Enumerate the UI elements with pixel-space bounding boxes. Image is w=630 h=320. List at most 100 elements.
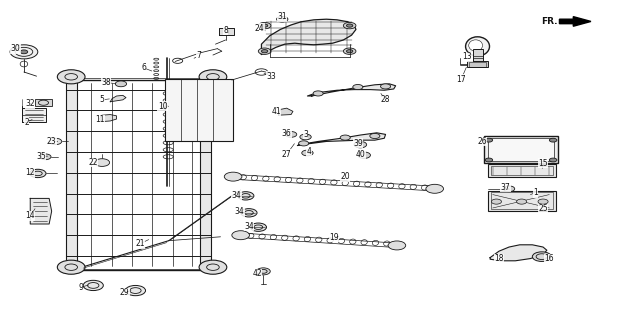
Circle shape (199, 70, 227, 84)
Bar (488, 164, 556, 177)
Text: 2: 2 (24, 118, 29, 127)
Circle shape (277, 16, 288, 22)
Circle shape (354, 141, 367, 148)
Circle shape (353, 84, 363, 90)
Polygon shape (307, 84, 396, 96)
Polygon shape (219, 28, 234, 35)
Text: 5: 5 (100, 95, 105, 104)
Ellipse shape (466, 37, 490, 56)
Polygon shape (100, 115, 117, 122)
Circle shape (94, 159, 110, 166)
Circle shape (30, 169, 46, 178)
Text: 24: 24 (255, 24, 265, 33)
Circle shape (302, 150, 313, 156)
Text: 18: 18 (494, 254, 504, 263)
Circle shape (224, 172, 242, 181)
Text: 36: 36 (282, 129, 292, 138)
Polygon shape (66, 80, 77, 269)
Polygon shape (200, 80, 211, 269)
Circle shape (358, 152, 370, 158)
Circle shape (300, 134, 311, 140)
Circle shape (57, 260, 85, 274)
Text: 13: 13 (462, 52, 472, 61)
Text: 7: 7 (196, 52, 201, 60)
Circle shape (258, 22, 271, 29)
Bar (35, 99, 52, 106)
Text: 9: 9 (78, 283, 83, 292)
Text: 30: 30 (11, 44, 21, 53)
Circle shape (313, 91, 323, 96)
Circle shape (261, 24, 268, 27)
Circle shape (549, 158, 557, 162)
Circle shape (20, 50, 28, 54)
Circle shape (261, 50, 268, 53)
Text: 19: 19 (329, 233, 339, 242)
Circle shape (485, 158, 493, 162)
Circle shape (232, 231, 249, 240)
Text: 41: 41 (271, 107, 281, 116)
Circle shape (10, 45, 38, 59)
Text: 32: 32 (25, 100, 35, 108)
Polygon shape (110, 95, 126, 102)
Text: 42: 42 (252, 269, 262, 278)
Polygon shape (297, 133, 386, 146)
Text: 34: 34 (234, 207, 244, 216)
Circle shape (258, 48, 271, 54)
Text: 26: 26 (477, 137, 487, 146)
Text: 4: 4 (306, 148, 311, 156)
Text: 21: 21 (135, 239, 145, 248)
Polygon shape (559, 17, 591, 26)
Polygon shape (278, 108, 293, 115)
Circle shape (491, 199, 501, 204)
Polygon shape (30, 198, 52, 224)
Bar (484, 136, 558, 163)
Polygon shape (161, 102, 180, 109)
Circle shape (549, 138, 557, 142)
Circle shape (250, 223, 266, 231)
Circle shape (538, 199, 548, 204)
Bar (488, 191, 556, 211)
Text: 40: 40 (355, 150, 365, 159)
Text: 12: 12 (25, 168, 35, 177)
Text: 15: 15 (538, 159, 548, 168)
Text: 10: 10 (158, 102, 168, 111)
Circle shape (343, 22, 356, 29)
Circle shape (125, 285, 146, 296)
Bar (472, 49, 483, 61)
Text: 20: 20 (340, 172, 350, 181)
Text: 29: 29 (120, 288, 130, 297)
Circle shape (299, 141, 309, 146)
Text: 37: 37 (500, 183, 510, 192)
Text: 11: 11 (94, 116, 105, 124)
Circle shape (49, 138, 62, 145)
Text: FR.: FR. (541, 17, 558, 26)
Text: 23: 23 (47, 137, 57, 146)
Bar (469, 62, 486, 67)
Circle shape (485, 138, 493, 142)
Circle shape (346, 24, 353, 27)
Bar (488, 138, 554, 161)
Text: 8: 8 (223, 26, 228, 35)
Circle shape (340, 135, 350, 140)
Circle shape (241, 209, 257, 217)
Text: 28: 28 (381, 95, 391, 104)
Text: 14: 14 (25, 212, 35, 220)
Ellipse shape (469, 40, 483, 51)
Circle shape (346, 50, 353, 53)
Circle shape (381, 84, 391, 89)
Circle shape (199, 260, 227, 274)
Text: 17: 17 (456, 75, 466, 84)
Circle shape (532, 252, 551, 261)
Circle shape (426, 184, 444, 193)
Circle shape (57, 70, 85, 84)
Text: 22: 22 (88, 158, 98, 167)
Circle shape (83, 280, 103, 291)
Text: 34: 34 (244, 222, 254, 231)
Bar (467, 61, 488, 67)
Text: 35: 35 (36, 152, 46, 161)
Text: 39: 39 (353, 139, 363, 148)
Circle shape (40, 154, 51, 160)
Text: 38: 38 (101, 78, 111, 87)
Circle shape (517, 199, 527, 204)
Text: 27: 27 (282, 150, 292, 159)
